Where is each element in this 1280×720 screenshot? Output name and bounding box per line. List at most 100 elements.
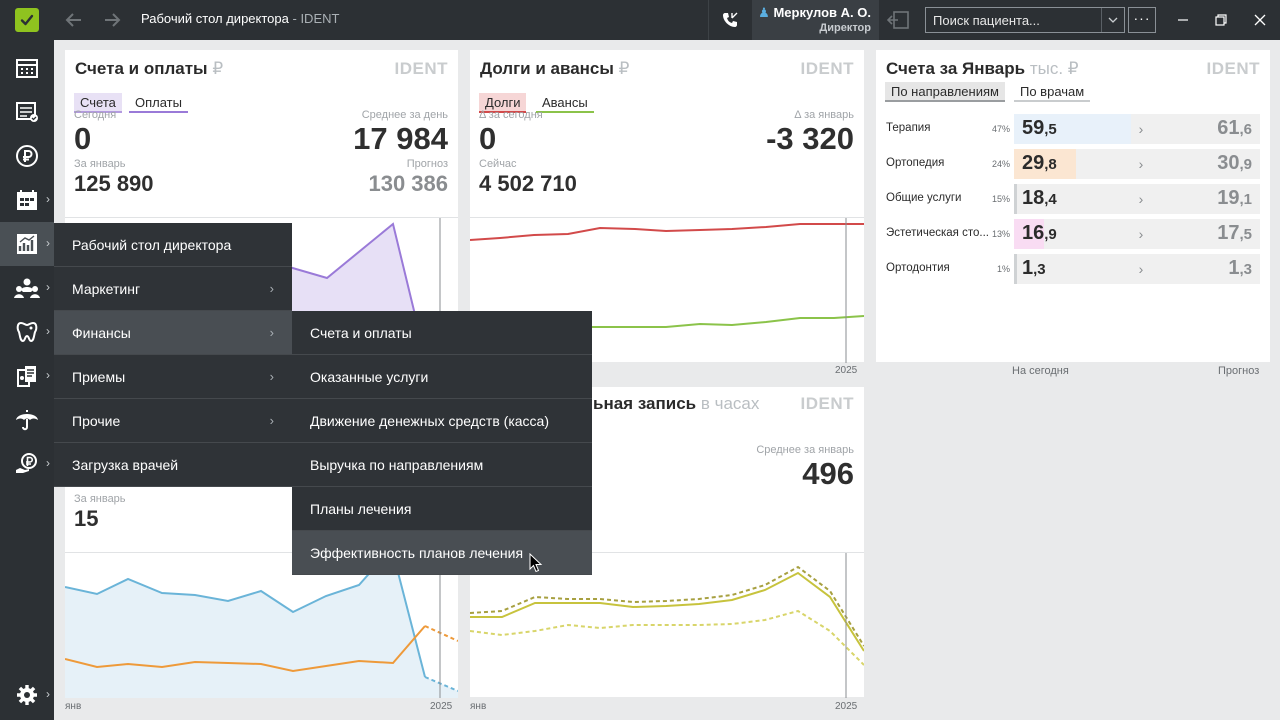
direction-share: 47% bbox=[991, 124, 1010, 134]
menu-item[interactable]: Маркетинг › bbox=[54, 267, 292, 311]
tab-debts[interactable]: Долги bbox=[479, 93, 527, 113]
chevron-right-icon: › bbox=[46, 368, 50, 382]
submenu-item[interactable]: Планы лечения bbox=[292, 487, 592, 531]
rail-item-schedule[interactable] bbox=[0, 46, 54, 90]
share-fill bbox=[1014, 149, 1076, 179]
direction-row[interactable]: Терапия 47% 59,5 › 61,6 bbox=[876, 114, 1270, 144]
tab-payments[interactable]: Оплаты bbox=[129, 93, 188, 113]
back-arrow-icon[interactable] bbox=[62, 8, 86, 32]
share-fill bbox=[1014, 184, 1017, 214]
chevron-right-icon: › bbox=[46, 324, 50, 338]
forecast-cell: 30,9 bbox=[1151, 149, 1260, 179]
direction-share: 13% bbox=[991, 229, 1010, 239]
forecast-value: 61,6 bbox=[1217, 117, 1252, 139]
axis-start-label: янв bbox=[470, 701, 487, 712]
submenu-item[interactable]: Движение денежных средств (касса) bbox=[292, 399, 592, 443]
chevron-right-icon: › bbox=[1131, 184, 1151, 214]
history-icon[interactable] bbox=[886, 8, 914, 32]
phone-button[interactable] bbox=[708, 0, 750, 40]
menu-item-label: Приемы bbox=[72, 369, 126, 385]
direction-name: Эстетическая сто... bbox=[886, 227, 989, 239]
rail-item-appointments[interactable] bbox=[0, 90, 54, 134]
chevron-right-icon: › bbox=[46, 192, 50, 206]
rail-item-dental[interactable]: › bbox=[0, 310, 54, 354]
window-title-text: Рабочий стол директора bbox=[141, 11, 289, 26]
forward-arrow-icon[interactable] bbox=[100, 8, 124, 32]
rail-item-payments[interactable] bbox=[0, 134, 54, 178]
people-icon bbox=[14, 278, 40, 298]
brand-label: IDENT bbox=[800, 59, 854, 78]
settings-gear-icon bbox=[17, 685, 37, 705]
phone-icon bbox=[722, 12, 737, 27]
menu-item[interactable]: Загрузка врачей bbox=[54, 443, 292, 487]
direction-row[interactable]: Общие услуги 15% 18,4 › 19,1 bbox=[876, 184, 1270, 214]
direction-row[interactable]: Ортопедия 24% 29,8 › 30,9 bbox=[876, 149, 1270, 179]
tab-advances[interactable]: Авансы bbox=[536, 93, 594, 113]
menu-item[interactable]: Приемы › bbox=[54, 355, 292, 399]
minimize-icon[interactable] bbox=[1172, 9, 1194, 31]
app-logo[interactable] bbox=[0, 0, 54, 40]
rail-item-planner[interactable]: › bbox=[0, 178, 54, 222]
share-fill bbox=[1014, 254, 1017, 284]
user-name-text: Меркулов А. О. bbox=[773, 5, 871, 20]
now-label: Сейчас bbox=[479, 158, 517, 170]
direction-row[interactable]: Эстетическая сто... 13% 16,9 › 17,5 bbox=[876, 219, 1270, 249]
left-rail: › › › › › › › bbox=[0, 40, 54, 720]
tooth-icon bbox=[16, 321, 38, 343]
menu-item-label: Прочие bbox=[72, 413, 121, 429]
month-value: 15 bbox=[74, 506, 99, 531]
menu-item-label: Маркетинг bbox=[72, 281, 141, 297]
tab-by-doctor[interactable]: По врачам bbox=[1014, 82, 1091, 102]
menu-item[interactable]: Прочие › bbox=[54, 399, 292, 443]
more-button[interactable]: ··· bbox=[1128, 7, 1156, 33]
direction-row[interactable]: Ортодонтия 1% 1,3 › 1,3 bbox=[876, 254, 1270, 284]
submenu-item[interactable]: Выручка по направлениям bbox=[292, 443, 592, 487]
window-title: Рабочий стол директора - IDENT bbox=[141, 11, 340, 26]
rail-item-settings[interactable]: › bbox=[0, 673, 54, 717]
chevron-right-icon: › bbox=[269, 325, 274, 340]
user-panel[interactable]: ♟ Меркулов А. О. Директор bbox=[752, 0, 879, 40]
chevron-down-icon[interactable] bbox=[1101, 8, 1124, 32]
rail-item-finance[interactable]: › bbox=[0, 442, 54, 486]
menu-item[interactable]: Рабочий стол директора bbox=[54, 223, 292, 267]
rail-item-analytics[interactable]: › bbox=[0, 222, 54, 266]
today-cell: 29,8 bbox=[1014, 149, 1131, 179]
search-input[interactable] bbox=[926, 8, 1102, 32]
rail-item-documents[interactable]: › bbox=[0, 354, 54, 398]
submenu-item[interactable]: Оказанные услуги bbox=[292, 355, 592, 399]
menu-item[interactable]: Финансы › bbox=[54, 311, 292, 355]
menu-item-label: Загрузка врачей bbox=[72, 457, 179, 473]
share-fill bbox=[1014, 114, 1131, 144]
forecast-cell: 19,1 bbox=[1151, 184, 1260, 214]
axis-start-label: янв bbox=[65, 701, 82, 712]
forecast-cell: 17,5 bbox=[1151, 219, 1260, 249]
schedule-list-icon bbox=[16, 102, 38, 122]
chevron-right-icon: › bbox=[1131, 219, 1151, 249]
chevron-right-icon: › bbox=[1131, 254, 1151, 284]
menu-item-label: Финансы bbox=[72, 325, 131, 341]
brand-label: IDENT bbox=[394, 59, 448, 78]
close-icon[interactable] bbox=[1249, 9, 1271, 31]
tab-by-direction[interactable]: По направлениям bbox=[885, 82, 1005, 102]
chevron-right-icon: › bbox=[46, 236, 50, 250]
rail-item-insurance[interactable] bbox=[0, 398, 54, 442]
forecast-cell: 1,3 bbox=[1151, 254, 1260, 284]
rail-item-patients[interactable]: › bbox=[0, 266, 54, 310]
chevron-right-icon: › bbox=[1131, 114, 1151, 144]
submenu-item[interactable]: Эффективность планов лечения bbox=[292, 531, 592, 575]
submenu-item[interactable]: Счета и оплаты bbox=[292, 311, 592, 355]
card-title-unit: ₽ bbox=[212, 59, 224, 78]
today-value: 29,8 bbox=[1022, 152, 1057, 174]
umbrella-icon bbox=[16, 410, 38, 431]
patient-search[interactable] bbox=[925, 7, 1125, 33]
chevron-right-icon: › bbox=[1131, 149, 1151, 179]
user-role: Директор bbox=[819, 22, 871, 34]
direction-name: Ортопедия bbox=[886, 157, 945, 169]
tab-invoices[interactable]: Счета bbox=[74, 93, 122, 113]
axis-end-label: 2025 bbox=[835, 365, 858, 376]
user-icon: ♟ bbox=[758, 5, 770, 20]
month-label: За январь bbox=[74, 158, 126, 170]
direction-share: 1% bbox=[996, 264, 1010, 274]
card-title-text: Счета и оплаты bbox=[75, 59, 208, 78]
restore-icon[interactable] bbox=[1210, 9, 1232, 31]
